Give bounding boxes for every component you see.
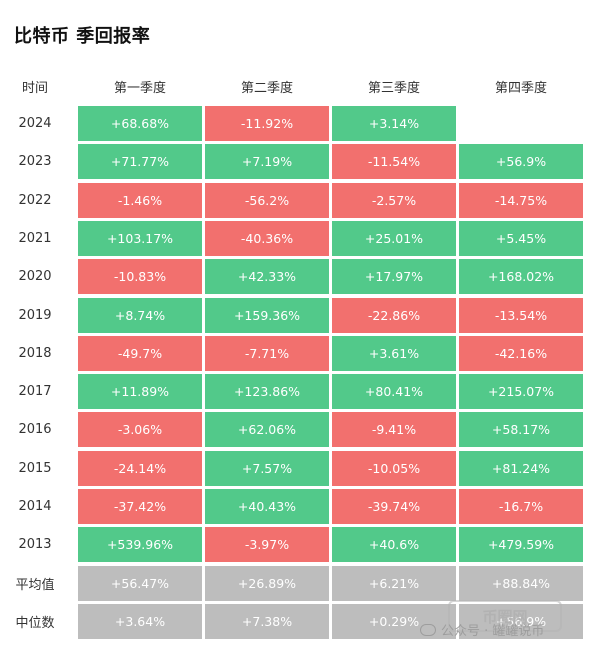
return-cell: +539.96% xyxy=(78,527,202,562)
return-cell: -10.83% xyxy=(78,259,202,294)
return-cell: -14.75% xyxy=(459,183,583,218)
watermark-logo-text: 币圈网 xyxy=(482,607,528,626)
row-label: 2019 xyxy=(18,308,52,323)
return-cell: +215.07% xyxy=(459,374,583,409)
return-cell: +3.14% xyxy=(332,106,456,141)
return-cell: +11.89% xyxy=(78,374,202,409)
return-cell: +58.17% xyxy=(459,412,583,447)
return-cell: -3.97% xyxy=(205,527,329,562)
row-label: 2022 xyxy=(18,193,52,208)
return-cell: -2.57% xyxy=(332,183,456,218)
row-label: 2018 xyxy=(18,346,52,361)
return-cell: +3.61% xyxy=(332,336,456,371)
return-cell: +159.36% xyxy=(205,298,329,333)
row-label: 2024 xyxy=(18,116,52,131)
return-cell: +80.41% xyxy=(332,374,456,409)
return-cell: +17.97% xyxy=(332,259,456,294)
return-cell: -24.14% xyxy=(78,451,202,486)
summary-cell: +88.84% xyxy=(459,566,583,601)
row-label: 中位数 xyxy=(15,616,55,631)
return-cell: +7.57% xyxy=(205,451,329,486)
row-label: 2021 xyxy=(18,231,52,246)
summary-cell: +56.47% xyxy=(78,566,202,601)
summary-cell: +0.29% xyxy=(332,604,456,639)
return-cell: +8.74% xyxy=(78,298,202,333)
row-label: 2015 xyxy=(18,461,52,476)
return-cell: -11.54% xyxy=(332,144,456,179)
return-cell: -42.16% xyxy=(459,336,583,371)
return-cell: -49.7% xyxy=(78,336,202,371)
corner-header: 时间 xyxy=(21,80,48,96)
return-cell: +68.68% xyxy=(78,106,202,141)
row-label: 2023 xyxy=(18,154,52,169)
return-cell: +62.06% xyxy=(205,412,329,447)
return-cell: +479.59% xyxy=(459,527,583,562)
return-cell: +56.9% xyxy=(459,144,583,179)
summary-cell: +3.64% xyxy=(78,604,202,639)
summary-cell: +26.89% xyxy=(205,566,329,601)
return-cell: -13.54% xyxy=(459,298,583,333)
watermark-text: 公众号 · 罐罐说币 xyxy=(441,624,545,639)
return-cell: -1.46% xyxy=(78,183,202,218)
summary-cell: +7.38% xyxy=(205,604,329,639)
return-cell: +7.19% xyxy=(205,144,329,179)
return-cell: +103.17% xyxy=(78,221,202,256)
chart-title: 比特币 季回报率 xyxy=(14,26,151,47)
wechat-icon xyxy=(420,623,436,636)
summary-cell: +56.9% xyxy=(459,604,583,639)
row-label: 2016 xyxy=(18,422,52,437)
return-cell: +81.24% xyxy=(459,451,583,486)
row-label: 2014 xyxy=(18,499,52,514)
return-cell: +25.01% xyxy=(332,221,456,256)
return-cell: -16.7% xyxy=(459,489,583,524)
return-cell: +123.86% xyxy=(205,374,329,409)
watermark: 公众号 · 罐罐说币 xyxy=(420,620,544,639)
row-label: 2017 xyxy=(18,384,52,399)
return-cell: -11.92% xyxy=(205,106,329,141)
watermark-logo: 币圈网 xyxy=(448,600,562,632)
return-cell: +42.33% xyxy=(205,259,329,294)
return-cell: -39.74% xyxy=(332,489,456,524)
row-label: 2020 xyxy=(18,269,52,284)
column-header-q4: 第四季度 xyxy=(494,80,547,96)
column-header-q3: 第三季度 xyxy=(367,80,420,96)
return-cell: -40.36% xyxy=(205,221,329,256)
return-cell: +168.02% xyxy=(459,259,583,294)
return-cell: +5.45% xyxy=(459,221,583,256)
return-cell: -22.86% xyxy=(332,298,456,333)
row-label: 2013 xyxy=(18,537,52,552)
return-cell: +40.43% xyxy=(205,489,329,524)
return-cell: -10.05% xyxy=(332,451,456,486)
return-cell: -56.2% xyxy=(205,183,329,218)
return-cell: +71.77% xyxy=(78,144,202,179)
return-cell: -7.71% xyxy=(205,336,329,371)
column-header-q1: 第一季度 xyxy=(113,80,166,96)
return-cell: -3.06% xyxy=(78,412,202,447)
summary-cell: +6.21% xyxy=(332,566,456,601)
return-cell: -9.41% xyxy=(332,412,456,447)
return-cell: -37.42% xyxy=(78,489,202,524)
row-label: 平均值 xyxy=(15,578,55,593)
return-cell: +40.6% xyxy=(332,527,456,562)
column-header-q2: 第二季度 xyxy=(240,80,293,96)
